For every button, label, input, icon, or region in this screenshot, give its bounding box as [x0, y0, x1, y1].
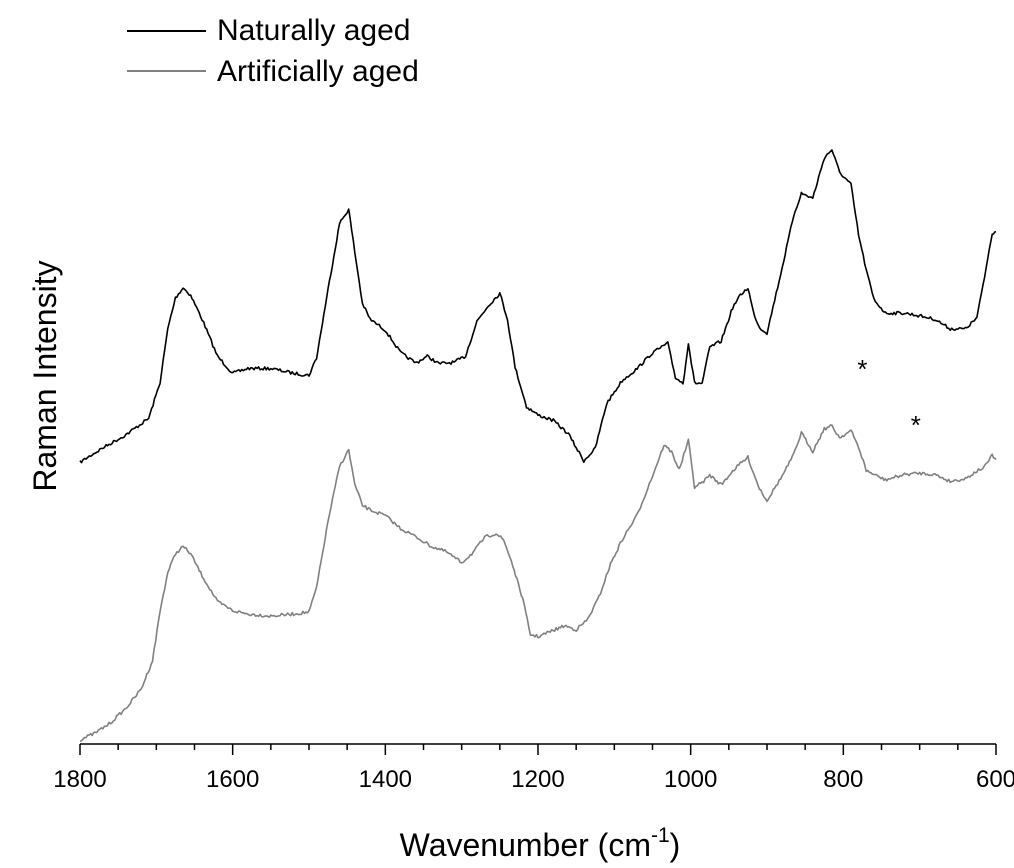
- x-axis: 1800 1600 1400 1200 1000 800 600: [53, 743, 1014, 793]
- legend: Naturally aged Artificially aged: [127, 14, 419, 88]
- plot-area: [79, 149, 997, 742]
- x-tick-label: 1200: [511, 766, 564, 793]
- x-tick-label: 1400: [359, 766, 412, 793]
- x-tick-label: 1600: [206, 766, 259, 793]
- asterisk-annotation: *: [857, 354, 867, 384]
- series-line-artificially-aged: [79, 424, 997, 742]
- x-tick-label: 600: [976, 766, 1014, 793]
- legend-label-artificially-aged: Artificially aged: [217, 55, 419, 88]
- asterisk-annotation: *: [911, 410, 921, 440]
- x-tick-label: 1000: [664, 766, 717, 793]
- series-line-naturally-aged: [79, 149, 997, 464]
- legend-label-naturally-aged: Naturally aged: [217, 14, 410, 47]
- y-axis-label: Raman Intensity: [27, 260, 63, 491]
- x-axis-label: Wavenumber (cm-1): [400, 824, 681, 863]
- annotations: **: [857, 354, 921, 440]
- x-tick-label: 1800: [53, 766, 106, 793]
- x-tick-label: 800: [823, 766, 863, 793]
